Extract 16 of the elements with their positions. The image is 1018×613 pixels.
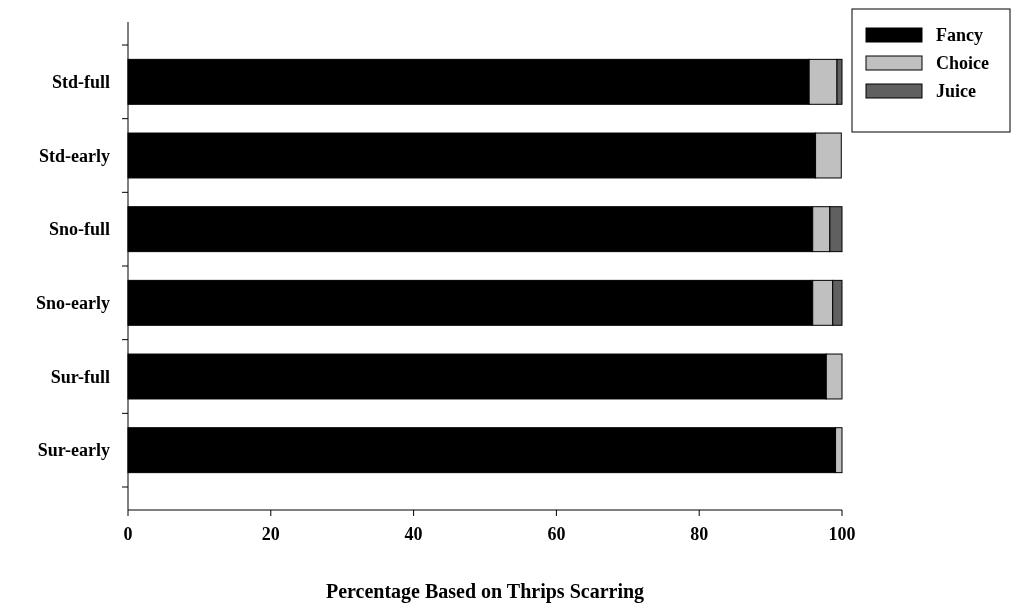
x-tick-label: 20 bbox=[261, 524, 280, 544]
legend-label: Juice bbox=[936, 81, 976, 101]
x-tick-label: 0 bbox=[123, 524, 133, 544]
y-tick-label: Std-full bbox=[51, 71, 110, 92]
legend-label: Choice bbox=[936, 53, 989, 73]
y-tick-label: Std-early bbox=[39, 145, 110, 166]
y-tick-label: Sno-full bbox=[48, 219, 110, 240]
y-tick-label: Sno-early bbox=[36, 292, 110, 313]
x-tick-label: 100 bbox=[828, 524, 856, 544]
y-tick-label: Sur-full bbox=[50, 366, 110, 387]
legend-label: Fancy bbox=[936, 25, 983, 45]
x-tick-label: 60 bbox=[547, 524, 566, 544]
y-tick-label: Sur-early bbox=[37, 440, 110, 461]
x-tick-label: 40 bbox=[404, 524, 423, 544]
x-tick-label: 80 bbox=[690, 524, 709, 544]
x-axis-title: Percentage Based on Thrips Scarring bbox=[325, 580, 645, 603]
